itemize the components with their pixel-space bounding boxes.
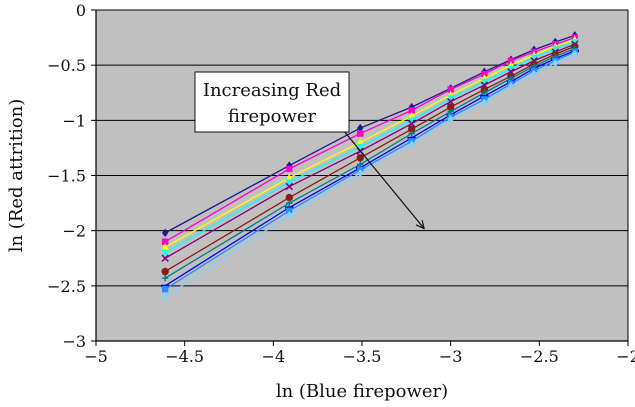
data-point bbox=[161, 267, 169, 276]
data-point bbox=[481, 70, 488, 78]
series-line bbox=[164, 51, 576, 290]
y-tick-label: −1 bbox=[62, 111, 86, 130]
series-line bbox=[164, 34, 576, 234]
series-line bbox=[164, 45, 576, 273]
data-point bbox=[507, 81, 515, 91]
data-point bbox=[407, 119, 416, 128]
annotation-box bbox=[194, 71, 350, 133]
y-axis-title: ln (Red attrition) bbox=[6, 99, 27, 253]
data-point bbox=[161, 238, 169, 245]
data-point bbox=[408, 140, 415, 149]
y-tick-label: −1.5 bbox=[47, 167, 86, 186]
data-point bbox=[356, 138, 364, 146]
series-line bbox=[164, 50, 576, 287]
x-tick-label: −2.5 bbox=[520, 347, 559, 366]
data-point bbox=[161, 292, 169, 302]
data-point bbox=[481, 98, 488, 107]
x-tick-label: −5 bbox=[84, 347, 108, 366]
data-point bbox=[285, 173, 293, 181]
y-tick-label: −2.5 bbox=[47, 277, 86, 296]
series-line bbox=[164, 48, 576, 279]
data-point bbox=[507, 57, 515, 64]
annotation-text-line-2: firepower bbox=[228, 106, 317, 127]
y-tick-label: −3 bbox=[62, 332, 86, 351]
series-line bbox=[164, 43, 576, 259]
data-point bbox=[446, 97, 455, 106]
data-point bbox=[407, 125, 416, 133]
data-point bbox=[357, 123, 364, 133]
series-line bbox=[164, 41, 576, 254]
data-point bbox=[160, 284, 170, 288]
data-point bbox=[286, 199, 293, 207]
x-tick-label: −4.5 bbox=[165, 347, 204, 366]
x-tick-label: −4 bbox=[262, 347, 286, 366]
data-point bbox=[161, 274, 169, 282]
data-point bbox=[407, 111, 416, 120]
data-point bbox=[285, 206, 294, 209]
data-point bbox=[407, 136, 416, 140]
series-lines bbox=[160, 31, 579, 302]
x-tick-label: −2 bbox=[616, 347, 635, 366]
data-point bbox=[447, 86, 454, 93]
data-point bbox=[480, 94, 489, 98]
data-point bbox=[286, 165, 293, 173]
data-point bbox=[408, 107, 415, 114]
annotation: Increasing Red firepower bbox=[194, 71, 424, 228]
y-tick-label: −0.5 bbox=[47, 56, 86, 75]
data-point bbox=[447, 115, 454, 124]
data-point bbox=[357, 130, 364, 137]
data-point bbox=[285, 182, 294, 191]
tick-labels: −5 −4.5 −4 −3.5 −3 −2.5 −2 −3 −2.5 −2 −1.5 −1 −0.5 0 bbox=[47, 1, 635, 366]
data-point bbox=[161, 249, 169, 257]
series-10 bbox=[161, 49, 578, 302]
data-point bbox=[161, 243, 169, 251]
y-tick-label: 0 bbox=[76, 1, 86, 20]
annotation-arrow bbox=[343, 130, 424, 228]
data-point bbox=[571, 49, 578, 59]
data-point bbox=[356, 154, 364, 162]
x-tick-label: −3 bbox=[439, 347, 463, 366]
annotation-text-line-1: Increasing Red bbox=[203, 80, 341, 101]
x-axis-title: ln (Blue firepower) bbox=[276, 381, 448, 402]
series-line bbox=[164, 53, 576, 298]
data-point bbox=[285, 193, 293, 202]
series-line bbox=[164, 39, 576, 248]
data-point bbox=[161, 285, 169, 293]
series-line bbox=[164, 36, 576, 243]
data-point bbox=[408, 130, 415, 137]
data-point bbox=[286, 211, 293, 220]
data-point bbox=[530, 69, 538, 79]
data-point bbox=[552, 58, 559, 68]
axes bbox=[91, 9, 629, 346]
y-tick-label: −2 bbox=[62, 222, 86, 241]
data-point bbox=[446, 103, 455, 111]
x-tick-label: −3.5 bbox=[343, 347, 382, 366]
data-point bbox=[286, 207, 293, 215]
data-point bbox=[161, 228, 169, 238]
data-point bbox=[357, 169, 364, 178]
data-point bbox=[161, 254, 169, 262]
